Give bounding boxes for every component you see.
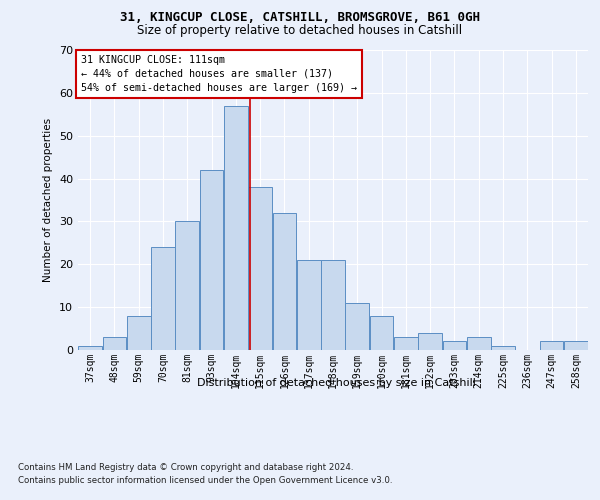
Bar xyxy=(443,342,466,350)
Bar xyxy=(467,337,491,350)
Bar xyxy=(321,260,345,350)
Bar xyxy=(346,303,369,350)
Text: Size of property relative to detached houses in Catshill: Size of property relative to detached ho… xyxy=(137,24,463,37)
Bar xyxy=(394,337,418,350)
Bar xyxy=(200,170,223,350)
Bar xyxy=(224,106,248,350)
Bar xyxy=(175,222,199,350)
Text: Distribution of detached houses by size in Catshill: Distribution of detached houses by size … xyxy=(197,378,475,388)
Bar xyxy=(297,260,320,350)
Bar xyxy=(78,346,102,350)
Text: Contains HM Land Registry data © Crown copyright and database right 2024.: Contains HM Land Registry data © Crown c… xyxy=(18,462,353,471)
Bar xyxy=(103,337,127,350)
Text: 31, KINGCUP CLOSE, CATSHILL, BROMSGROVE, B61 0GH: 31, KINGCUP CLOSE, CATSHILL, BROMSGROVE,… xyxy=(120,11,480,24)
Text: Contains public sector information licensed under the Open Government Licence v3: Contains public sector information licen… xyxy=(18,476,392,485)
Bar xyxy=(272,213,296,350)
Bar xyxy=(539,342,563,350)
Bar xyxy=(248,187,272,350)
Bar xyxy=(418,333,442,350)
Text: 31 KINGCUP CLOSE: 111sqm
← 44% of detached houses are smaller (137)
54% of semi-: 31 KINGCUP CLOSE: 111sqm ← 44% of detach… xyxy=(80,54,356,92)
Y-axis label: Number of detached properties: Number of detached properties xyxy=(43,118,53,282)
Bar xyxy=(127,316,151,350)
Bar xyxy=(564,342,588,350)
Bar xyxy=(151,247,175,350)
Bar xyxy=(491,346,515,350)
Bar xyxy=(370,316,394,350)
